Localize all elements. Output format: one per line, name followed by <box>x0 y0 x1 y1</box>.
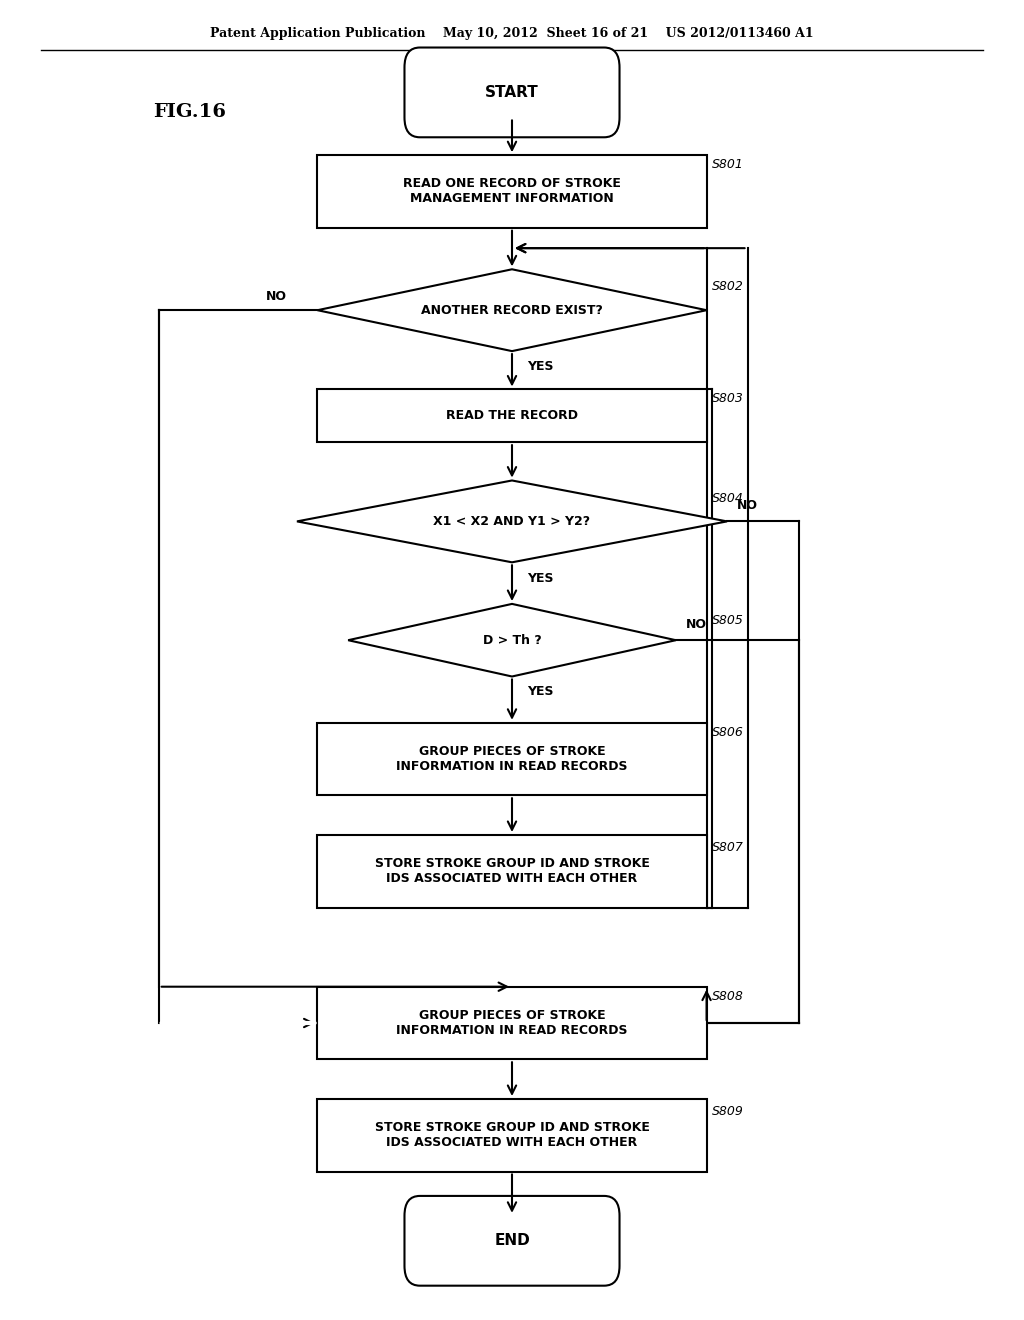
Text: YES: YES <box>527 685 554 698</box>
Polygon shape <box>317 269 707 351</box>
Text: NO: NO <box>737 499 759 512</box>
Text: S807: S807 <box>712 841 743 854</box>
Polygon shape <box>297 480 727 562</box>
Text: D > Th ?: D > Th ? <box>482 634 542 647</box>
Text: S801: S801 <box>712 158 743 172</box>
Text: S802: S802 <box>712 280 743 293</box>
Text: S806: S806 <box>712 726 743 739</box>
Text: READ THE RECORD: READ THE RECORD <box>446 409 578 422</box>
FancyBboxPatch shape <box>317 723 707 795</box>
Text: YES: YES <box>527 360 554 374</box>
Text: S809: S809 <box>712 1105 743 1118</box>
Text: STORE STROKE GROUP ID AND STROKE
IDS ASSOCIATED WITH EACH OTHER: STORE STROKE GROUP ID AND STROKE IDS ASS… <box>375 857 649 886</box>
FancyBboxPatch shape <box>317 154 707 227</box>
Text: NO: NO <box>265 290 287 304</box>
Text: S804: S804 <box>712 492 743 506</box>
Polygon shape <box>348 605 676 676</box>
Text: YES: YES <box>527 572 554 585</box>
Text: S808: S808 <box>712 990 743 1003</box>
FancyBboxPatch shape <box>317 1098 707 1172</box>
Text: FIG.16: FIG.16 <box>154 103 226 121</box>
Text: GROUP PIECES OF STROKE
INFORMATION IN READ RECORDS: GROUP PIECES OF STROKE INFORMATION IN RE… <box>396 744 628 774</box>
FancyBboxPatch shape <box>317 987 707 1059</box>
Text: S803: S803 <box>712 392 743 405</box>
Text: GROUP PIECES OF STROKE
INFORMATION IN READ RECORDS: GROUP PIECES OF STROKE INFORMATION IN RE… <box>396 1008 628 1038</box>
Text: STORE STROKE GROUP ID AND STROKE
IDS ASSOCIATED WITH EACH OTHER: STORE STROKE GROUP ID AND STROKE IDS ASS… <box>375 1121 649 1150</box>
Text: START: START <box>485 84 539 100</box>
FancyBboxPatch shape <box>317 836 707 908</box>
Text: ANOTHER RECORD EXIST?: ANOTHER RECORD EXIST? <box>421 304 603 317</box>
Text: READ ONE RECORD OF STROKE
MANAGEMENT INFORMATION: READ ONE RECORD OF STROKE MANAGEMENT INF… <box>403 177 621 206</box>
FancyBboxPatch shape <box>317 389 707 442</box>
FancyBboxPatch shape <box>404 48 620 137</box>
Text: END: END <box>495 1233 529 1249</box>
Text: X1 < X2 AND Y1 > Y2?: X1 < X2 AND Y1 > Y2? <box>433 515 591 528</box>
Text: S805: S805 <box>712 614 743 627</box>
FancyBboxPatch shape <box>404 1196 620 1286</box>
Text: Patent Application Publication    May 10, 2012  Sheet 16 of 21    US 2012/011346: Patent Application Publication May 10, 2… <box>210 26 814 40</box>
Text: NO: NO <box>686 618 708 631</box>
